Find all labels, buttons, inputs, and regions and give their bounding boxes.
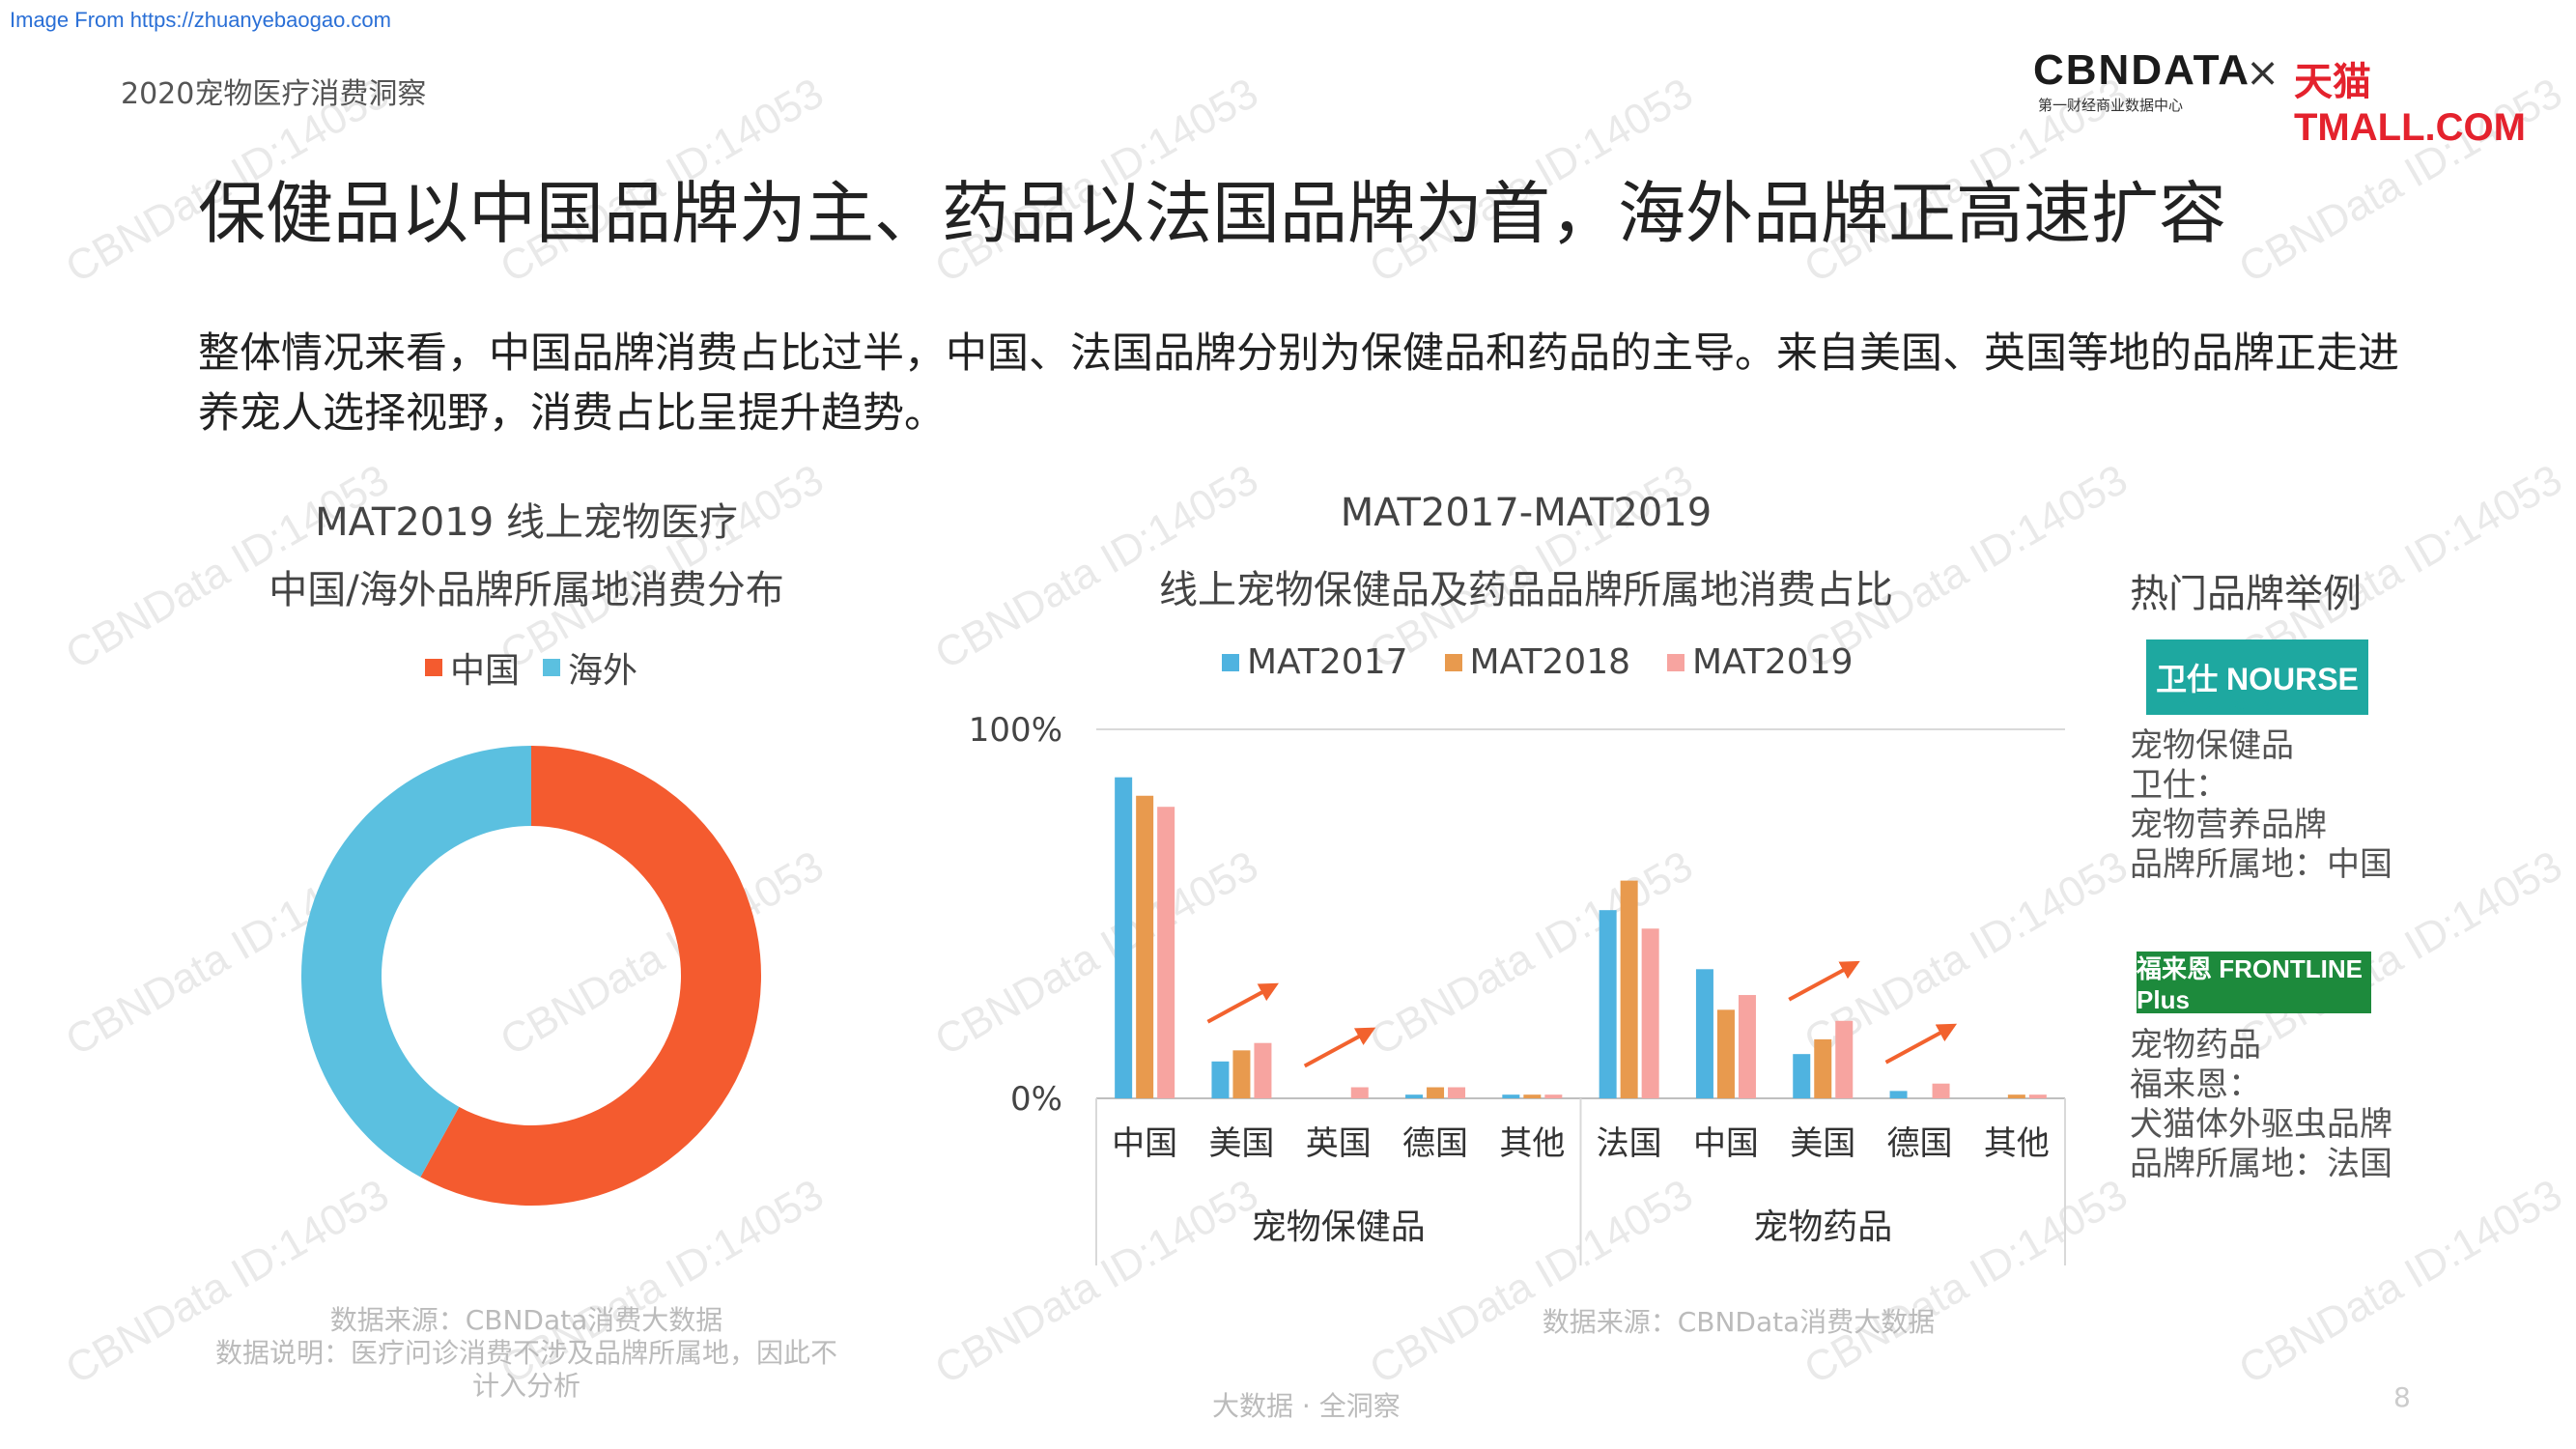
bar bbox=[1889, 1091, 1908, 1098]
x-tick-label: 美国 bbox=[1208, 1124, 1274, 1163]
bar bbox=[1544, 1094, 1563, 1098]
logo-separator: × bbox=[2246, 48, 2280, 96]
bar bbox=[1641, 928, 1659, 1098]
bar bbox=[1448, 1087, 1466, 1098]
bar bbox=[1115, 777, 1133, 1098]
legend-item: MAT2019 bbox=[1667, 642, 1854, 682]
donut-note-line2: 数据说明：医疗问诊消费不涉及品牌所属地，因此不 bbox=[214, 1337, 837, 1369]
brand-description: 犬猫体外驱虫品牌 bbox=[2130, 1105, 2392, 1144]
cbndata-logo-subtitle: 第一财经商业数据中心 bbox=[2038, 97, 2184, 114]
bar bbox=[1427, 1087, 1445, 1098]
trend-arrow bbox=[1303, 1027, 1376, 1068]
legend-swatch bbox=[1444, 653, 1462, 671]
x-tick-label: 其他 bbox=[1499, 1124, 1565, 1163]
donut-legend: 中国 海外 bbox=[425, 642, 637, 693]
brand-name: 福来恩： bbox=[2130, 1065, 2261, 1104]
donut-note: 数据来源：CBNData消费大数据 数据说明：医疗问诊消费不涉及品牌所属地，因此… bbox=[174, 1304, 879, 1403]
x-tick-label: 美国 bbox=[1790, 1124, 1855, 1163]
bar bbox=[1738, 995, 1756, 1098]
bar bbox=[1136, 795, 1154, 1098]
bar-legend: MAT2017 MAT2018 MAT2019 bbox=[1222, 642, 1854, 682]
bar bbox=[1502, 1094, 1520, 1098]
page-number: 8 bbox=[2393, 1381, 2411, 1413]
legend-swatch bbox=[1667, 653, 1684, 671]
brand-item-nourse: 宠物保健品 卫仕： 宠物营养品牌 品牌所属地：中国 bbox=[2130, 726, 2392, 885]
summary-text: 整体情况来看，中国品牌消费占比过半，中国、法国品牌分别为保健品和药品的主导。来自… bbox=[198, 329, 2399, 438]
trend-arrow bbox=[1884, 1023, 1958, 1065]
legend-item-overseas: 海外 bbox=[543, 642, 637, 693]
brand-examples-heading: 热门品牌举例 bbox=[2130, 572, 2362, 616]
bar bbox=[1232, 1050, 1251, 1098]
x-tick-label: 德国 bbox=[1402, 1124, 1468, 1163]
x-tick-label: 法国 bbox=[1597, 1124, 1662, 1163]
trend-arrow bbox=[1788, 960, 1860, 1002]
legend-swatch bbox=[1222, 653, 1239, 671]
tmall-logo: 天猫 TMALL.COM bbox=[2294, 61, 2526, 149]
bar bbox=[1695, 969, 1713, 1098]
bar bbox=[1814, 1038, 1832, 1098]
trend-arrow bbox=[1206, 982, 1279, 1024]
bar bbox=[1405, 1094, 1424, 1098]
x-tick-label: 其他 bbox=[1984, 1124, 2050, 1163]
donut-slice-0 bbox=[420, 746, 761, 1206]
x-tick-label: 中国 bbox=[1112, 1124, 1177, 1163]
bar bbox=[1932, 1083, 1950, 1098]
bar-title-line1: MAT2017-MAT2019 bbox=[1340, 491, 1713, 535]
brand-category: 宠物药品 bbox=[2130, 1026, 2261, 1065]
x-tick-label: 德国 bbox=[1887, 1124, 1953, 1163]
brand-item-frontline: 宠物药品 福来恩： 犬猫体外驱虫品牌 品牌所属地：法国 bbox=[2130, 1026, 2392, 1184]
page-title: 保健品以中国品牌为主、药品以法国品牌为首，海外品牌正高速扩容 bbox=[198, 174, 2226, 253]
legend-swatch bbox=[425, 659, 442, 676]
report-name: 2020宠物医疗消费洞察 bbox=[121, 77, 427, 111]
nourse-logo-tagline: 守 护 保 健 快 乐 bbox=[2177, 701, 2337, 716]
legend-item: MAT2017 bbox=[1222, 642, 1408, 682]
brand-name: 卫仕： bbox=[2130, 766, 2228, 805]
bar bbox=[1254, 1042, 1272, 1098]
watermark: CBNData ID:14053 bbox=[2231, 1170, 2570, 1394]
bar bbox=[1793, 1054, 1811, 1098]
bar bbox=[1835, 1020, 1854, 1098]
bar bbox=[1620, 880, 1638, 1098]
bar bbox=[1599, 910, 1617, 1098]
donut-title-line1: MAT2019 线上宠物医疗 bbox=[315, 500, 738, 545]
brand-description: 宠物营养品牌 bbox=[2130, 806, 2327, 844]
donut-chart bbox=[300, 746, 761, 1206]
bar bbox=[1523, 1094, 1542, 1098]
donut-note-line3: 计入分析 bbox=[471, 1370, 580, 1402]
legend-label: MAT2017 bbox=[1247, 642, 1408, 682]
y-tick-label: 100% bbox=[969, 711, 1062, 750]
brand-category: 宠物保健品 bbox=[2130, 726, 2294, 765]
legend-item-china: 中国 bbox=[425, 642, 520, 693]
x-tick-label: 英国 bbox=[1306, 1124, 1372, 1163]
cbndata-logo: CBNDATA bbox=[2033, 46, 2250, 94]
legend-item: MAT2018 bbox=[1444, 642, 1631, 682]
donut-title-line2: 中国/海外品牌所属地消费分布 bbox=[269, 568, 784, 612]
bar bbox=[1211, 1061, 1230, 1098]
legend-label: 海外 bbox=[568, 651, 638, 691]
brand-origin: 品牌所属地：中国 bbox=[2130, 845, 2392, 884]
bar-title-line2: 线上宠物保健品及药品品牌所属地消费占比 bbox=[1159, 568, 1893, 612]
legend-label: 中国 bbox=[450, 651, 521, 691]
donut-slice-1 bbox=[300, 746, 531, 1178]
bar bbox=[1157, 807, 1175, 1098]
bar bbox=[1350, 1087, 1369, 1098]
legend-label: MAT2019 bbox=[1692, 642, 1854, 682]
footer-tagline: 大数据 · 全洞察 bbox=[1212, 1390, 1401, 1422]
bar bbox=[2007, 1094, 2025, 1098]
bar bbox=[2028, 1094, 2047, 1098]
brand-origin: 品牌所属地：法国 bbox=[2130, 1145, 2392, 1183]
y-tick-label: 0% bbox=[1010, 1080, 1062, 1119]
x-tick-label: 中国 bbox=[1693, 1124, 1759, 1163]
frontline-logo: 福来恩 FRONTLINE Plus bbox=[2137, 952, 2371, 1014]
legend-label: MAT2018 bbox=[1469, 642, 1631, 682]
group-label: 宠物药品 bbox=[1753, 1208, 1892, 1247]
bar-note: 数据来源：CBNData消费大数据 bbox=[1542, 1306, 1936, 1338]
nourse-logo: 卫仕 NOURSE bbox=[2146, 639, 2368, 715]
legend-swatch bbox=[543, 659, 561, 676]
bar bbox=[1716, 1009, 1735, 1098]
donut-note-line1: 数据来源：CBNData消费大数据 bbox=[329, 1304, 723, 1336]
source-link[interactable]: Image From https://zhuanyebaogao.com bbox=[10, 8, 391, 32]
group-label: 宠物保健品 bbox=[1252, 1208, 1426, 1247]
